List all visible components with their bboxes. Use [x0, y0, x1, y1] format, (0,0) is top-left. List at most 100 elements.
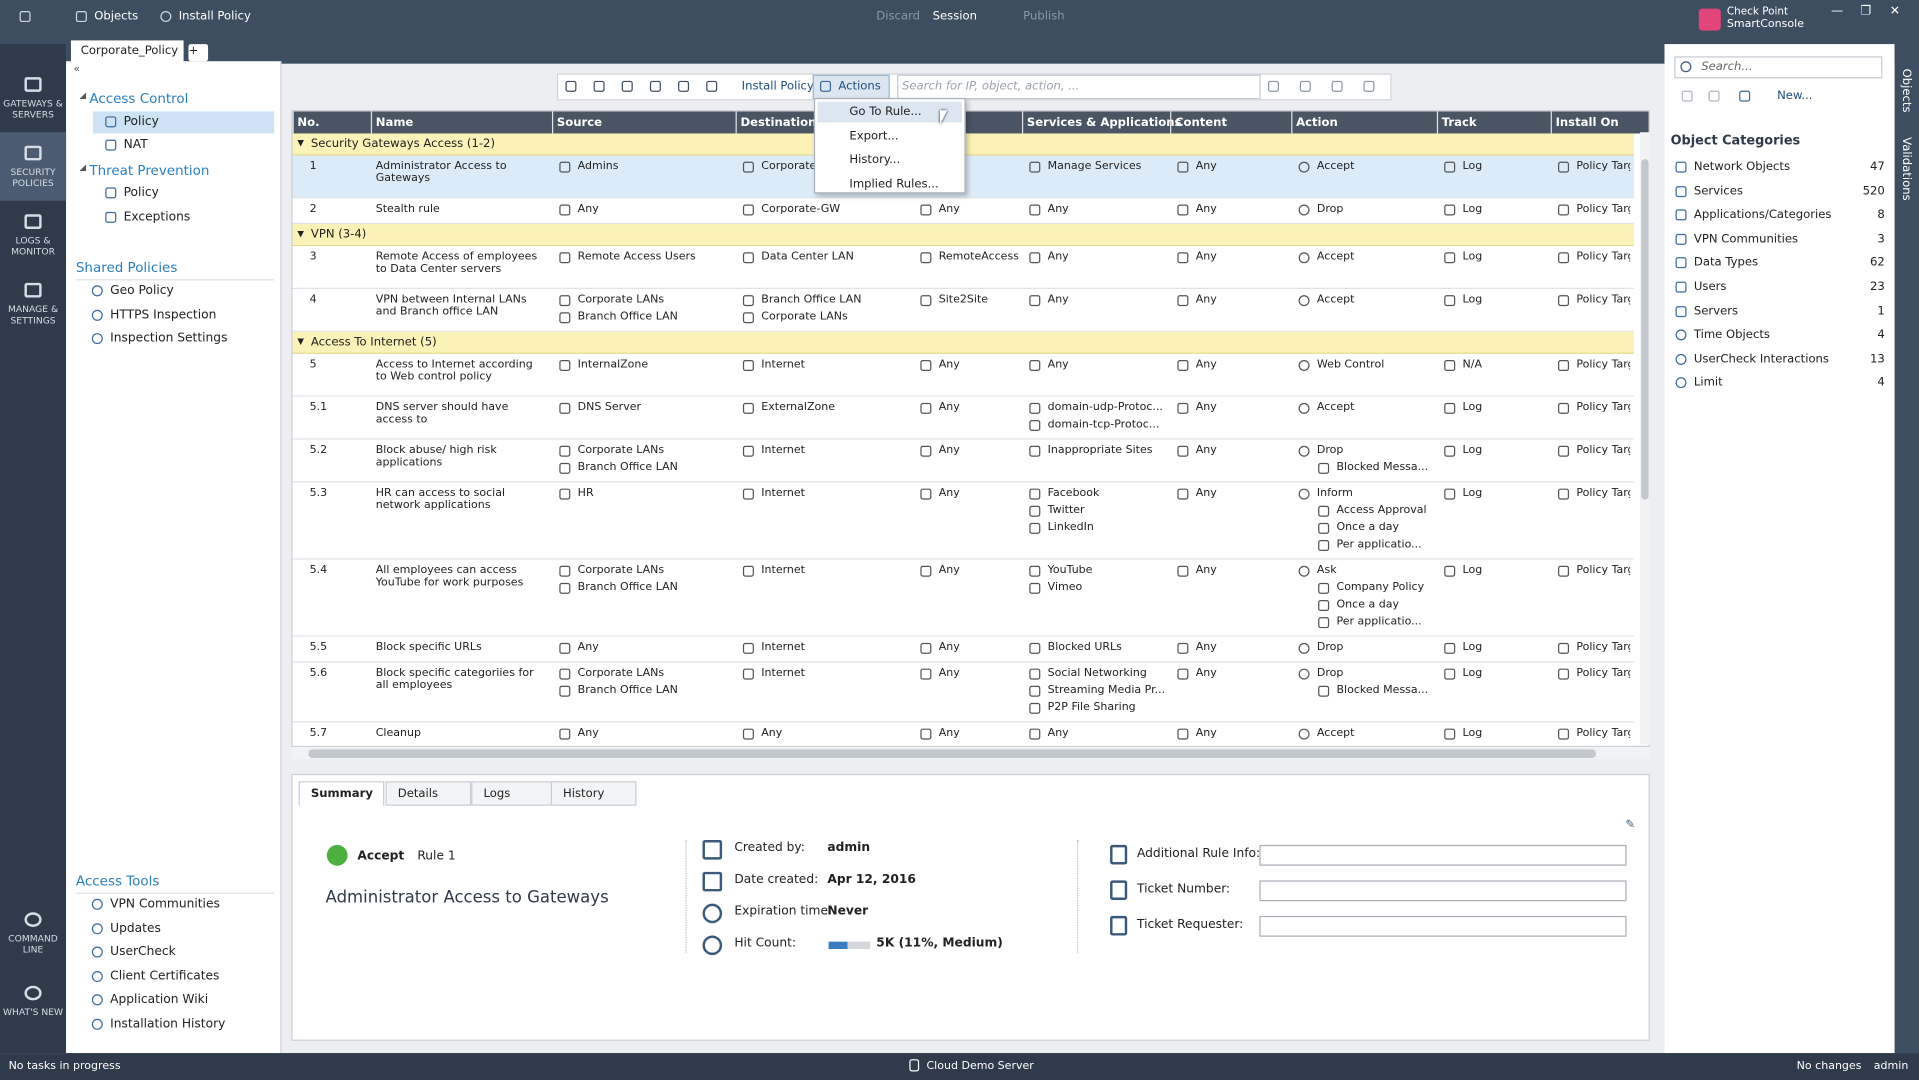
text-input[interactable] [1259, 915, 1627, 937]
tree-group[interactable]: Threat Prevention [89, 162, 210, 179]
access-tool[interactable]: Updates [110, 921, 161, 936]
object-search[interactable] [1674, 56, 1883, 79]
access-tool[interactable]: Installation History [110, 1017, 226, 1032]
icon[interactable] [1331, 80, 1343, 92]
rule-row[interactable]: 4 VPN between Internal LANs and Branch of… [292, 288, 1634, 332]
icon[interactable] [649, 80, 661, 92]
category-label[interactable]: VPN Communities [1693, 232, 1799, 246]
rule-row[interactable]: 5.4 All employees can access YouTube for … [292, 559, 1634, 637]
category-label[interactable]: Network Objects [1693, 160, 1791, 174]
icon[interactable] [1267, 80, 1279, 92]
shared-policy[interactable]: Inspection Settings [110, 332, 228, 346]
tree-group[interactable]: Access Control [89, 90, 189, 107]
rule-row[interactable]: 5.1 DNS server should have access to DNS S… [292, 396, 1634, 440]
shared-policy[interactable]: HTTPS Inspection [110, 308, 217, 322]
tree-item[interactable]: Policy [123, 114, 159, 129]
details-tab-label[interactable]: History [562, 787, 605, 801]
actions-button[interactable]: Actions [838, 79, 881, 94]
rulebase-search[interactable] [897, 74, 1261, 100]
category-label[interactable]: Data Types [1693, 256, 1759, 270]
section-title[interactable]: Access To Internet (5) [310, 335, 437, 349]
nav-label[interactable]: COMMAND LINE [8, 933, 58, 956]
column-header[interactable]: Action [1296, 116, 1338, 130]
install-policy-button[interactable]: Install Policy [741, 79, 814, 94]
details-tab-label[interactable]: Logs [483, 787, 511, 801]
policy-tab[interactable]: Corporate_Policy [70, 40, 184, 64]
column-header[interactable]: Source [556, 116, 603, 130]
nav-icon[interactable] [24, 985, 42, 1001]
rule-row[interactable]: 5.5 Block specific URLs Any Internet Any Bloc… [292, 636, 1634, 663]
details-tab-label[interactable]: Details [397, 787, 439, 801]
nav-icon[interactable] [24, 214, 42, 229]
details-tab-label[interactable]: Summary [310, 787, 373, 801]
menu-item[interactable]: History... [849, 153, 901, 167]
new-tab-button[interactable]: + [188, 44, 209, 62]
category-label[interactable]: Time Objects [1693, 328, 1770, 342]
tasks-status[interactable]: No tasks in progress [8, 1060, 121, 1073]
discard-button[interactable]: Discard [876, 9, 921, 24]
nav-label[interactable]: MANAGE & SETTINGS [7, 303, 59, 326]
category-label[interactable]: UserCheck Interactions [1693, 352, 1829, 366]
access-tool[interactable]: Client Certificates [110, 969, 220, 984]
objects-menu[interactable]: Objects [94, 9, 139, 24]
nav-icon[interactable] [24, 282, 42, 298]
menu-item[interactable]: Implied Rules... [849, 176, 939, 191]
rule-row[interactable]: 2 Stealth rule Any Corporate-GW Any Any Any Dro… [292, 198, 1634, 225]
menu-item[interactable]: Export... [849, 129, 899, 143]
details-tab[interactable] [550, 781, 637, 806]
tree-item[interactable]: Policy [123, 186, 159, 201]
shared-policy[interactable]: Geo Policy [110, 284, 174, 298]
section-title[interactable]: Security Gateways Access (1-2) [310, 137, 495, 151]
rule-row[interactable]: 5.6 Block specific categoriies for all em… [292, 662, 1634, 723]
nav-icon[interactable] [24, 145, 42, 161]
rule-row[interactable]: 5.2 Block abuse/ high risk applications Co… [292, 439, 1634, 483]
access-tool[interactable]: VPN Communities [110, 897, 220, 912]
details-tab[interactable] [471, 781, 557, 806]
menu-item[interactable]: Go To Rule... [849, 105, 922, 119]
nav-icon[interactable] [24, 77, 42, 92]
icon[interactable] [621, 80, 633, 92]
window-control[interactable]: ✕ [1889, 4, 1900, 19]
edit-icon[interactable]: ✎ [1625, 817, 1636, 832]
nav-label[interactable]: GATEWAYS & SERVERS [3, 97, 63, 121]
category-label[interactable]: Applications/Categories [1693, 208, 1832, 222]
category-label[interactable]: Users [1693, 280, 1727, 294]
nav-label[interactable]: SECURITY POLICIES [10, 166, 56, 189]
icon[interactable] [1363, 80, 1375, 92]
icon[interactable] [565, 80, 577, 92]
category-label[interactable]: Servers [1693, 304, 1739, 318]
category-label[interactable]: Services [1693, 184, 1743, 198]
icon[interactable] [706, 80, 718, 92]
publish-button[interactable]: Publish [1023, 9, 1065, 24]
column-header[interactable]: No. [297, 116, 320, 130]
details-tab[interactable] [385, 781, 472, 806]
install-policy-button[interactable]: Install Policy [178, 9, 251, 24]
access-tool[interactable]: UserCheck [110, 945, 176, 960]
category-label[interactable]: Limit [1693, 376, 1723, 390]
rule-row[interactable]: 5 Access to Internet according to Web con… [292, 353, 1634, 397]
session-menu[interactable]: Session [932, 9, 977, 24]
server-status[interactable]: Cloud Demo Server [926, 1060, 1034, 1073]
rule-row[interactable]: 3 Remote Access of employees to Data Cent… [292, 246, 1634, 289]
section-title[interactable]: VPN (3-4) [310, 227, 367, 242]
access-tool[interactable]: Application Wiki [110, 993, 209, 1008]
window-control[interactable]: ❐ [1860, 4, 1872, 19]
nav-icon[interactable] [24, 912, 42, 927]
column-header[interactable]: Destination [740, 116, 817, 130]
tree-item[interactable]: Exceptions [123, 210, 191, 225]
tree-item[interactable]: NAT [123, 138, 148, 153]
side-tab[interactable]: Validations [1899, 137, 1913, 201]
scrollbar-h-thumb[interactable] [308, 749, 1596, 758]
details-tab[interactable] [298, 781, 385, 806]
text-input[interactable] [1259, 880, 1627, 902]
side-tab[interactable]: Objects [1899, 68, 1913, 113]
column-header[interactable]: Services & Applications [1026, 116, 1182, 130]
rule-row[interactable]: 5.3 HR can access to social network appli… [292, 482, 1634, 560]
icon[interactable] [678, 80, 690, 92]
collapse-button[interactable]: « [73, 63, 81, 76]
column-header[interactable]: Name [375, 116, 414, 130]
nav-label[interactable]: LOGS & MONITOR [11, 235, 56, 258]
nav-label[interactable]: WHAT'S NEW [2, 1006, 64, 1018]
rule-row[interactable]: 5.7 Cleanup Any Any Any Any Any Accept Log Policy… [292, 722, 1634, 746]
text-input[interactable] [1259, 844, 1627, 866]
